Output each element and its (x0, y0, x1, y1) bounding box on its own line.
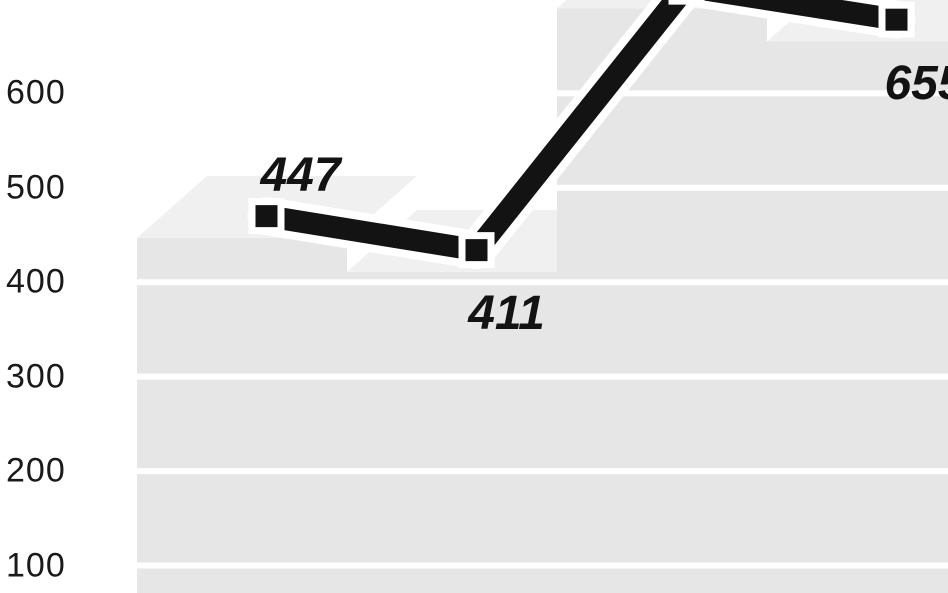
y-tick-label: 100 (6, 546, 66, 585)
data-label: 411 (468, 290, 545, 338)
chart-container: 100 200 300 400 500 600 447 411 655 (0, 0, 948, 593)
y-tick-label: 600 (6, 74, 66, 113)
data-label: 447 (260, 152, 340, 200)
y-tick-label: 500 (6, 168, 66, 207)
data-label: 655 (884, 60, 948, 108)
y-tick-label: 300 (6, 357, 66, 396)
y-tick-label: 200 (6, 452, 66, 491)
y-tick-label: 400 (6, 263, 66, 302)
